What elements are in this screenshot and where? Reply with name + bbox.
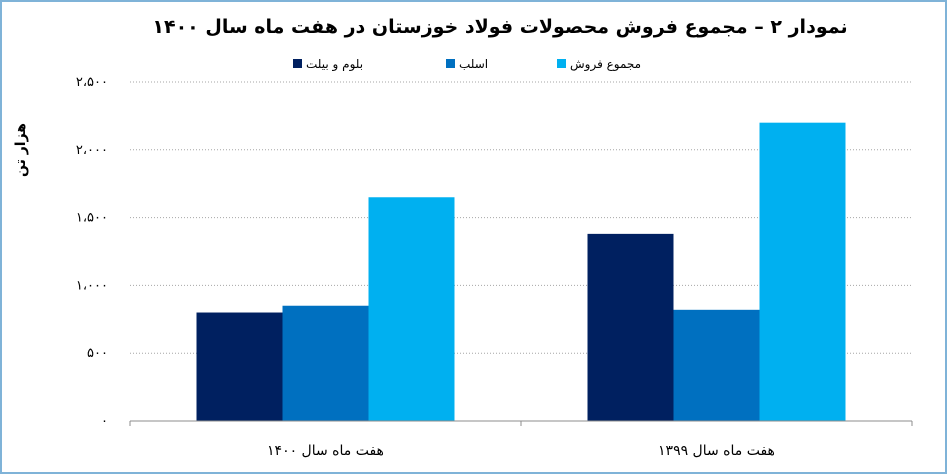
y-tick-label: ۰ xyxy=(101,414,108,429)
y-tick-label: ۵۰۰ xyxy=(87,346,108,361)
y-tick-label: ۲،۵۰۰ xyxy=(76,75,108,90)
legend: بلوم و بیلت اسلب مجموع فروش xyxy=(293,57,641,72)
legend-swatch xyxy=(557,59,566,68)
bar xyxy=(587,233,674,421)
category-label: هفت ماه سال ۱۴۰۰ xyxy=(267,443,384,459)
bar xyxy=(368,197,455,421)
chart-title: نمودار ۲ – مجموع فروش محصولات فولاد خوزس… xyxy=(152,16,847,38)
axes xyxy=(129,420,913,426)
legend-swatch xyxy=(446,59,455,68)
legend-swatch xyxy=(293,59,302,68)
y-tick-label: ۲،۰۰۰ xyxy=(76,143,108,158)
bar xyxy=(673,309,760,421)
y-tick-labels: ۰ ۵۰۰ ۱،۰۰۰ ۱،۵۰۰ ۲،۰۰۰ ۲،۵۰۰ xyxy=(76,75,108,429)
bar xyxy=(759,122,846,422)
y-tick-label: ۱،۰۰۰ xyxy=(76,278,108,293)
legend-label: بلوم و بیلت xyxy=(306,57,363,72)
bars xyxy=(196,122,846,422)
legend-label: مجموع فروش xyxy=(570,57,641,72)
bar xyxy=(282,305,369,421)
legend-label: اسلب xyxy=(459,57,488,71)
y-axis-label: هزار تن xyxy=(13,123,29,177)
category-labels: هفت ماه سال ۱۳۹۹ هفت ماه سال ۱۴۰۰ xyxy=(267,443,775,459)
y-tick-label: ۱،۵۰۰ xyxy=(76,211,108,226)
category-label: هفت ماه سال ۱۳۹۹ xyxy=(658,443,775,459)
bar xyxy=(196,312,283,421)
